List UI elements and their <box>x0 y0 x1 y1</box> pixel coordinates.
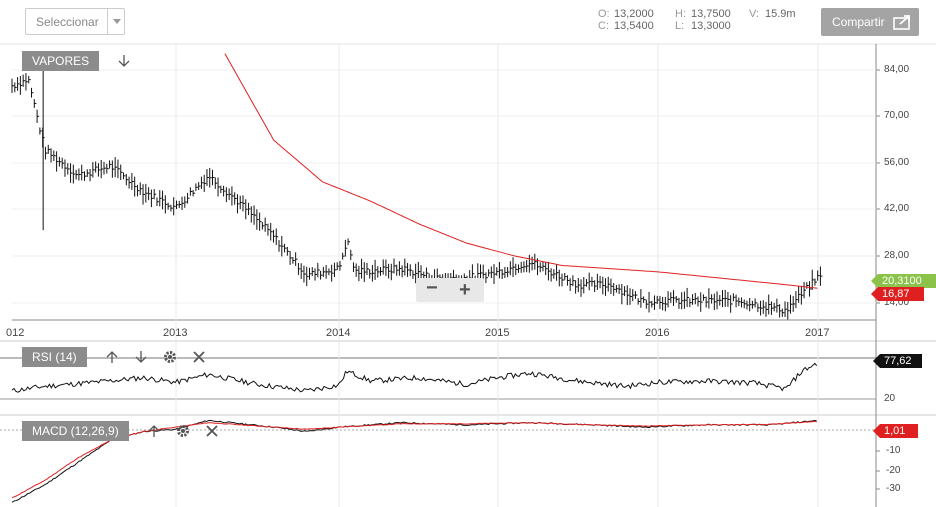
moving-average-line <box>224 53 818 289</box>
macd-value-badge: 1,01 <box>873 424 918 438</box>
indicator-select[interactable]: Seleccionar <box>25 8 125 35</box>
year-tick-label: 2016 <box>645 327 670 339</box>
price-tick-label: 56,00 <box>884 157 910 168</box>
year-tick-label: 2017 <box>805 327 830 339</box>
close-icon[interactable] <box>191 349 207 365</box>
price-tick-label: 70,00 <box>884 110 910 121</box>
open-key: O: <box>598 8 610 20</box>
macd-line <box>11 419 817 503</box>
chart-grid <box>0 43 936 507</box>
price-tick-label: 42,00 <box>884 203 910 214</box>
rsi-value: 77,62 <box>884 355 912 367</box>
high-value: 13,7500 <box>691 8 731 20</box>
macd-signal-line <box>11 420 817 499</box>
close-key: C: <box>598 20 609 32</box>
year-tick-label: 2014 <box>326 327 351 339</box>
year-tick-label: 2015 <box>485 327 510 339</box>
price-tick-label: 14,00 <box>884 297 910 308</box>
last-price-value: 20,3100 <box>882 275 922 287</box>
price-tick-label: 28,00 <box>884 250 910 261</box>
ohlc-high-low: H: 13,7500 L: 13,3000 <box>675 8 731 32</box>
rsi-tick-label: 20 <box>884 393 896 404</box>
arrow-down-icon[interactable] <box>116 53 132 69</box>
macd-panel-label[interactable]: MACD (12,26,9) <box>22 421 129 441</box>
share-icon <box>893 15 910 30</box>
open-value: 13,2000 <box>614 8 654 20</box>
zoom-in-button[interactable]: + <box>459 279 471 301</box>
ohlc-volume: V: 15.9m <box>749 8 796 20</box>
macd-value: 1,01 <box>884 425 906 437</box>
volume-key: V: <box>749 8 759 20</box>
rsi-panel-label[interactable]: RSI (14) <box>22 347 87 367</box>
select-label: Seleccionar <box>36 15 99 29</box>
gear-icon[interactable] <box>162 349 178 365</box>
last-price-badge: 20,3100 <box>871 274 936 288</box>
low-key: L: <box>675 20 685 32</box>
gear-icon[interactable] <box>175 423 191 439</box>
zoom-out-button[interactable]: − <box>426 277 438 299</box>
share-button[interactable]: Compartir <box>821 8 919 36</box>
macd-tick-label: -20 <box>886 465 901 476</box>
ma-value-badge: 16,87 <box>871 287 924 301</box>
price-bars <box>11 60 823 320</box>
ma-value: 16,87 <box>882 288 910 300</box>
price-tick-label: 84,00 <box>884 64 910 75</box>
arrow-up-icon[interactable] <box>146 423 162 439</box>
rsi-value-badge: 77,62 <box>873 354 922 368</box>
high-key: H: <box>675 8 686 20</box>
macd-tick-label: -10 <box>886 445 901 456</box>
ohlc-open-close: O: 13,2000 C: 13,5400 <box>598 8 654 32</box>
price-panel-label[interactable]: VAPORES <box>22 51 100 71</box>
volume-value: 15.9m <box>765 8 796 20</box>
close-icon[interactable] <box>204 423 220 439</box>
share-label: Compartir <box>832 15 885 29</box>
chevron-down-icon[interactable] <box>107 9 124 34</box>
arrow-up-icon[interactable] <box>104 349 120 365</box>
zoom-control: − + <box>416 277 484 302</box>
year-tick-label: 2013 <box>163 327 188 339</box>
top-toolbar: Seleccionar O: 13,2000 C: 13,5400 H: 13,750… <box>0 0 936 44</box>
low-value: 13,3000 <box>691 20 731 32</box>
arrow-down-icon[interactable] <box>133 349 149 365</box>
year-tick-label: 012 <box>6 327 25 339</box>
macd-tick-label: -30 <box>886 483 901 494</box>
rsi-line <box>11 362 818 393</box>
close-value: 13,5400 <box>614 20 654 32</box>
